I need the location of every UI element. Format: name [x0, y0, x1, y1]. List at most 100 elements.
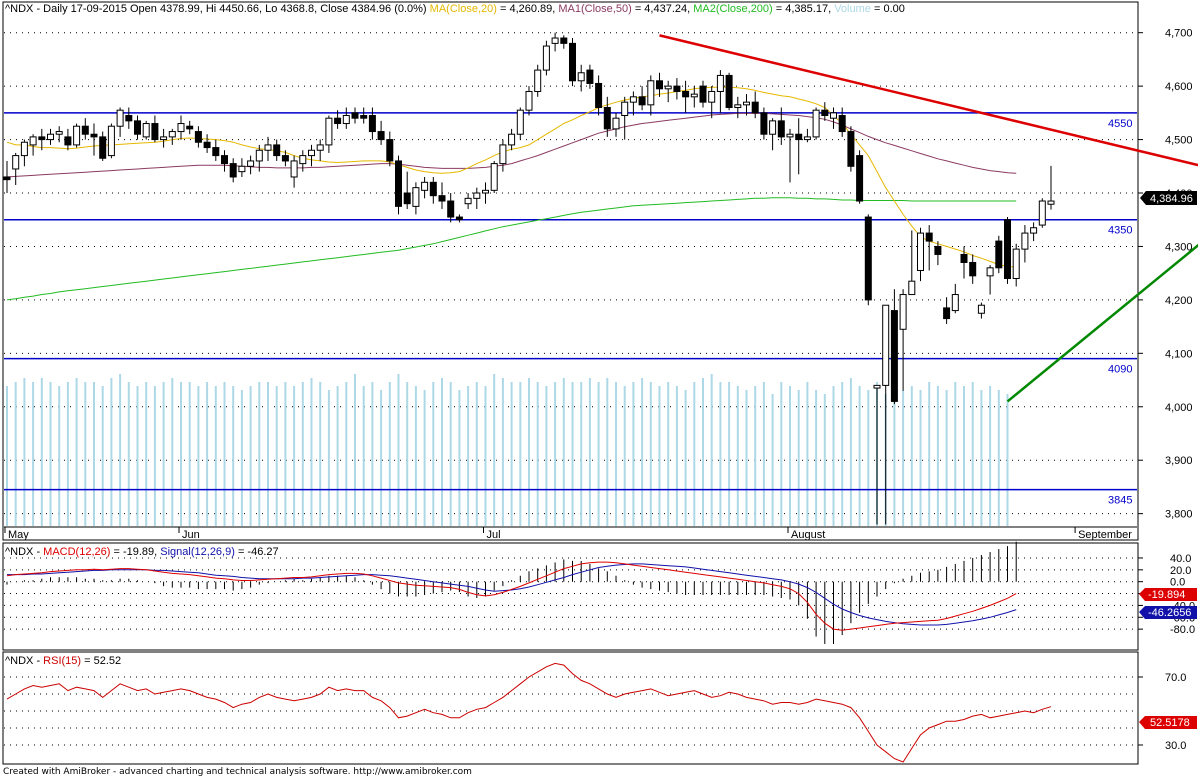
candle-body	[1021, 232, 1029, 250]
candle-body	[186, 125, 194, 130]
candle-body	[577, 72, 585, 82]
candle-body	[73, 125, 81, 146]
candle-body	[525, 90, 533, 111]
volume-bar	[406, 382, 409, 526]
macd-header-label: MACD(12,26)	[43, 546, 110, 558]
candle-body	[847, 131, 855, 167]
price-header-ma20-label: MA(Close,20)	[430, 3, 497, 15]
level-label: 3845	[1108, 495, 1132, 507]
volume-bar	[171, 378, 174, 526]
candle-body	[142, 123, 150, 138]
macd-badge: -19.894	[1139, 588, 1197, 601]
candle-body	[316, 144, 324, 151]
candle-body	[1012, 248, 1020, 280]
candle-body	[1047, 200, 1055, 205]
support-trend-line	[1006, 243, 1198, 403]
candle-body	[734, 104, 742, 109]
price-badge-text: 4,384.96	[1150, 193, 1193, 205]
candle-body	[830, 112, 837, 119]
price-tick-label: 4,700	[1165, 28, 1193, 40]
volume-bar	[14, 382, 17, 526]
trend-lines	[659, 34, 1198, 403]
candle-body	[368, 115, 376, 133]
macd-panel-frame	[2, 542, 1139, 651]
volume-bar	[632, 382, 635, 526]
candle-body	[412, 187, 420, 207]
volume-bar	[980, 390, 983, 526]
volume-bar	[789, 386, 791, 526]
candle-body	[699, 85, 707, 103]
price-tick-label: 4,600	[1165, 81, 1193, 93]
candle-body	[473, 192, 481, 199]
volume-bar	[162, 382, 165, 526]
volume-bar	[902, 390, 905, 526]
candle-body	[360, 115, 368, 119]
candle-body	[986, 267, 994, 277]
candle-body	[281, 155, 289, 162]
volume-bar	[327, 390, 330, 526]
candle-body	[455, 216, 463, 221]
candle-body	[864, 216, 872, 301]
candle-body	[395, 160, 402, 207]
volume-bar	[963, 386, 965, 526]
candle-body	[499, 144, 507, 165]
volume-bar	[23, 378, 26, 526]
candle-body	[151, 123, 159, 141]
volume-bar	[519, 382, 522, 526]
volume-bar	[484, 386, 487, 526]
candle-body	[542, 45, 550, 71]
candle-body	[534, 69, 542, 92]
candle-body	[47, 133, 54, 141]
rsi-header-prefix: ^NDX -	[5, 655, 43, 667]
candle-body	[325, 117, 333, 146]
candle-body	[20, 141, 28, 157]
candle-body	[464, 197, 472, 205]
volume-bar	[293, 386, 296, 526]
volume-bar	[858, 386, 861, 526]
volume-bar	[823, 394, 826, 526]
volume-bar	[597, 382, 600, 526]
candle-body	[490, 163, 498, 191]
rsi-line	[6, 662, 1052, 763]
candle-body	[290, 160, 298, 178]
volume-bar	[249, 386, 252, 526]
candle-body	[899, 294, 907, 330]
volume-bar	[188, 382, 191, 526]
price-header-ma200-label: MA2(Close,200)	[693, 3, 772, 15]
macd-header: ^NDX - MACD(12,26) = -19.89, Signal(12,2…	[5, 546, 279, 558]
volume-bar	[432, 382, 435, 526]
volume-bar	[841, 382, 844, 526]
candle-body	[977, 304, 985, 314]
candle-body	[812, 109, 820, 138]
volume-bar	[397, 374, 400, 526]
candle-body	[238, 165, 246, 173]
candle-body	[203, 141, 211, 149]
volume-bar	[93, 382, 95, 526]
volume-bar	[449, 382, 452, 526]
volume-bar	[232, 386, 235, 526]
month-axis: May Jun Jul August September	[4, 526, 1137, 541]
price-header-ma200-value: = 4,385.17,	[776, 3, 834, 15]
macd-tick-label: -80.0	[1170, 624, 1195, 636]
volume-bar	[197, 386, 200, 526]
candle-body	[212, 147, 220, 157]
ma200-line	[6, 197, 1017, 301]
volume-bar	[745, 390, 748, 526]
candle-body	[673, 85, 681, 92]
candle-body	[743, 101, 750, 106]
volume-bar	[423, 390, 426, 526]
volume-bar	[728, 382, 731, 526]
volume-bar	[66, 382, 69, 526]
candle-body	[64, 136, 72, 146]
price-header: ^NDX - Daily 17-09-2015 Open 4378.99, Hi…	[5, 3, 905, 15]
volume-bar	[49, 382, 52, 526]
candle-body	[925, 232, 933, 242]
candle-body	[603, 107, 611, 130]
rsi-tick-label: 70.0	[1165, 672, 1186, 684]
candle-body	[629, 96, 637, 103]
volume-bar	[240, 390, 243, 526]
candle-body	[995, 240, 1003, 269]
level-label: 4090	[1108, 364, 1132, 376]
volume-bar	[562, 378, 565, 526]
signal-header-value: = -46.27	[238, 546, 279, 558]
